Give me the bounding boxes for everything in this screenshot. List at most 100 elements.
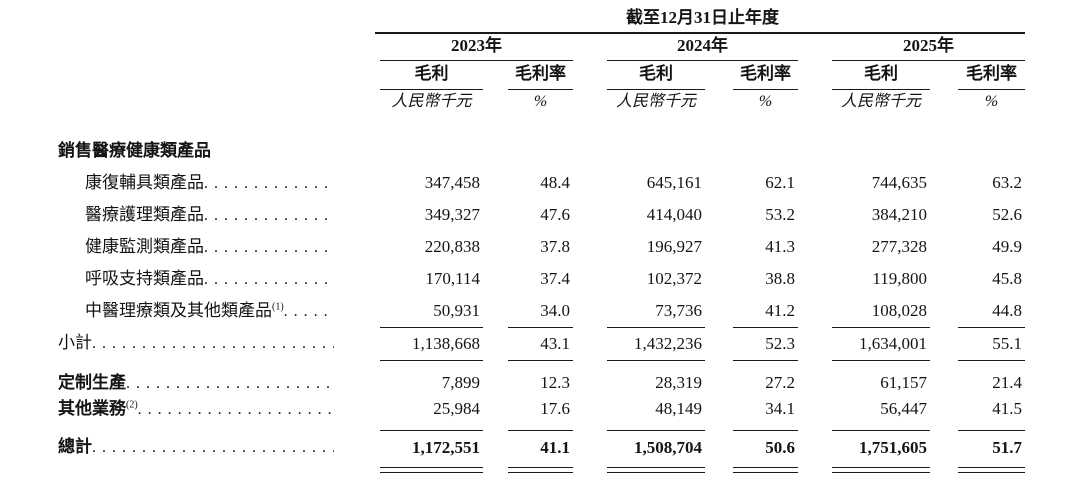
double-rule (508, 467, 573, 473)
unit-rmb-thousand-2024: 人民幣千元 (615, 93, 696, 110)
gross-profit-value: 61,157 (880, 373, 927, 392)
gross-profit-value: 1,432,236 (607, 327, 705, 361)
double-rule (958, 467, 1025, 473)
gross-profit-value: 196,927 (646, 237, 702, 256)
gross-profit-value: 1,508,704 (607, 430, 705, 464)
row-label: 康復輔具類產品 (58, 167, 380, 200)
row-label-text: 銷售醫療健康類產品 (58, 141, 211, 160)
margin-value: 21.4 (992, 373, 1022, 392)
row-label: 中醫理療類及其他類產品(1) (58, 295, 380, 328)
double-rule (380, 467, 483, 473)
gross-profit-value: 1,138,668 (380, 327, 483, 361)
row-label-text: 定制生產 (58, 373, 126, 392)
double-rule (607, 467, 705, 473)
unit-percent-2023: % (533, 93, 548, 110)
row-label: 銷售醫療健康類產品 (58, 134, 380, 167)
margin-value: 53.2 (765, 205, 795, 224)
table-row-product: 呼吸支持類產品 170,114 37.4 102,372 38.8 119,800 45.8 (58, 263, 1025, 295)
col-header-gross-profit-2024: 毛利 (607, 61, 705, 90)
row-label-text: 中醫理療類及其他類產品(1) (85, 301, 284, 320)
gross-profit-value: 73,736 (655, 301, 702, 320)
unit-percent-2024: % (758, 93, 773, 110)
gross-profit-value: 50,931 (433, 301, 480, 320)
col-header-margin-2023: 毛利率 (508, 61, 573, 90)
year-header-2024: 2024年 (607, 34, 798, 61)
margin-value: 41.5 (992, 399, 1022, 418)
double-rule (733, 467, 798, 473)
margin-value: 63.2 (992, 173, 1022, 192)
table-header: 截至12月31日止年度 (58, 6, 1025, 32)
row-label: 呼吸支持類產品 (58, 263, 380, 296)
dot-leader (284, 295, 334, 328)
margin-value: 50.6 (733, 430, 798, 464)
unit-rmb-thousand-2023: 人民幣千元 (391, 93, 472, 110)
col-header-margin-2024: 毛利率 (733, 61, 798, 90)
margin-value: 37.8 (540, 237, 570, 256)
table-row-product: 康復輔具類產品 347,458 48.4 645,161 62.1 744,635 63.2 (58, 167, 1025, 199)
gross-profit-value: 28,319 (655, 373, 702, 392)
row-label: 其他業務(2) (58, 396, 380, 423)
margin-value: 38.8 (765, 269, 795, 288)
spacer (58, 116, 1025, 134)
table-row-subtotal: 小計 1,138,668 43.1 1,432,236 52.3 1,634,001 55.… (58, 327, 1025, 361)
gross-profit-value: 744,635 (871, 173, 927, 192)
table-row-total: 總計 1,172,551 41.1 1,508,704 50.6 1,751,605 51.… (58, 430, 1025, 464)
row-label: 小計 (58, 327, 380, 361)
dot-leader (204, 263, 334, 296)
header-top-rule (375, 32, 1025, 34)
row-label-text: 醫療護理類產品 (85, 205, 204, 224)
row-label: 健康監測類產品 (58, 231, 380, 264)
footnote-marker: (1) (272, 301, 284, 313)
period-title: 截至12月31日止年度 (626, 8, 779, 27)
row-label-text: 呼吸支持類產品 (85, 269, 204, 288)
dot-leader (92, 327, 334, 360)
gross-profit-value: 1,634,001 (832, 327, 930, 361)
gross-profit-value: 7,899 (441, 373, 480, 392)
margin-value: 43.1 (508, 327, 573, 361)
footnote-marker: (2) (126, 399, 138, 411)
year-header-row: 2023年 2024年 2025年 (58, 34, 1025, 61)
double-rule (832, 467, 930, 473)
dot-leader (138, 396, 334, 423)
gross-profit-value: 349,327 (424, 205, 480, 224)
margin-value: 51.7 (958, 430, 1025, 464)
gross-profit-value: 56,447 (880, 399, 927, 418)
dot-leader (126, 370, 334, 397)
year-header-2023: 2023年 (380, 34, 573, 61)
gross-profit-value: 220,838 (424, 237, 480, 256)
col-header-gross-profit-2023: 毛利 (380, 61, 483, 90)
unit-rmb-thousand-2025: 人民幣千元 (840, 93, 921, 110)
gross-profit-value: 119,800 (872, 269, 927, 288)
row-label-text: 康復輔具類產品 (85, 173, 204, 192)
spacer (58, 360, 1025, 370)
margin-value: 41.1 (508, 430, 573, 464)
margin-value: 27.2 (765, 373, 795, 392)
table-row-product: 醫療護理類產品 349,327 47.6 414,040 53.2 384,210 52.6 (58, 199, 1025, 231)
table-row-product: 中醫理療類及其他類產品(1) 50,931 34.0 73,736 41.2 108,02… (58, 295, 1025, 327)
gross-profit-value: 1,172,551 (380, 430, 483, 464)
total-double-rule-row (58, 467, 1025, 473)
table-row-section: 銷售醫療健康類產品 (58, 134, 1025, 167)
margin-value: 52.6 (992, 205, 1022, 224)
dot-leader (204, 199, 334, 232)
dot-leader (204, 231, 334, 264)
gross-profit-value: 645,161 (646, 173, 702, 192)
column-header-row: 毛利 毛利率 毛利 毛利率 毛利 毛利率 (58, 61, 1025, 90)
margin-value: 45.8 (992, 269, 1022, 288)
gross-profit-value: 384,210 (871, 205, 927, 224)
margin-value: 48.4 (540, 173, 570, 192)
margin-value: 47.6 (540, 205, 570, 224)
margin-value: 12.3 (540, 373, 570, 392)
gross-profit-value: 102,372 (646, 269, 702, 288)
margin-value: 34.0 (540, 301, 570, 320)
row-label: 總計 (58, 430, 380, 464)
gross-profit-value: 277,328 (871, 237, 927, 256)
unit-percent-2025: % (984, 93, 999, 110)
gross-profit-value: 170,114 (425, 269, 480, 288)
table-row-product: 健康監測類產品 220,838 37.8 196,927 41.3 277,328 49.9 (58, 231, 1025, 263)
gross-profit-value: 48,149 (655, 399, 702, 418)
margin-value: 44.8 (992, 301, 1022, 320)
margin-value: 37.4 (540, 269, 570, 288)
